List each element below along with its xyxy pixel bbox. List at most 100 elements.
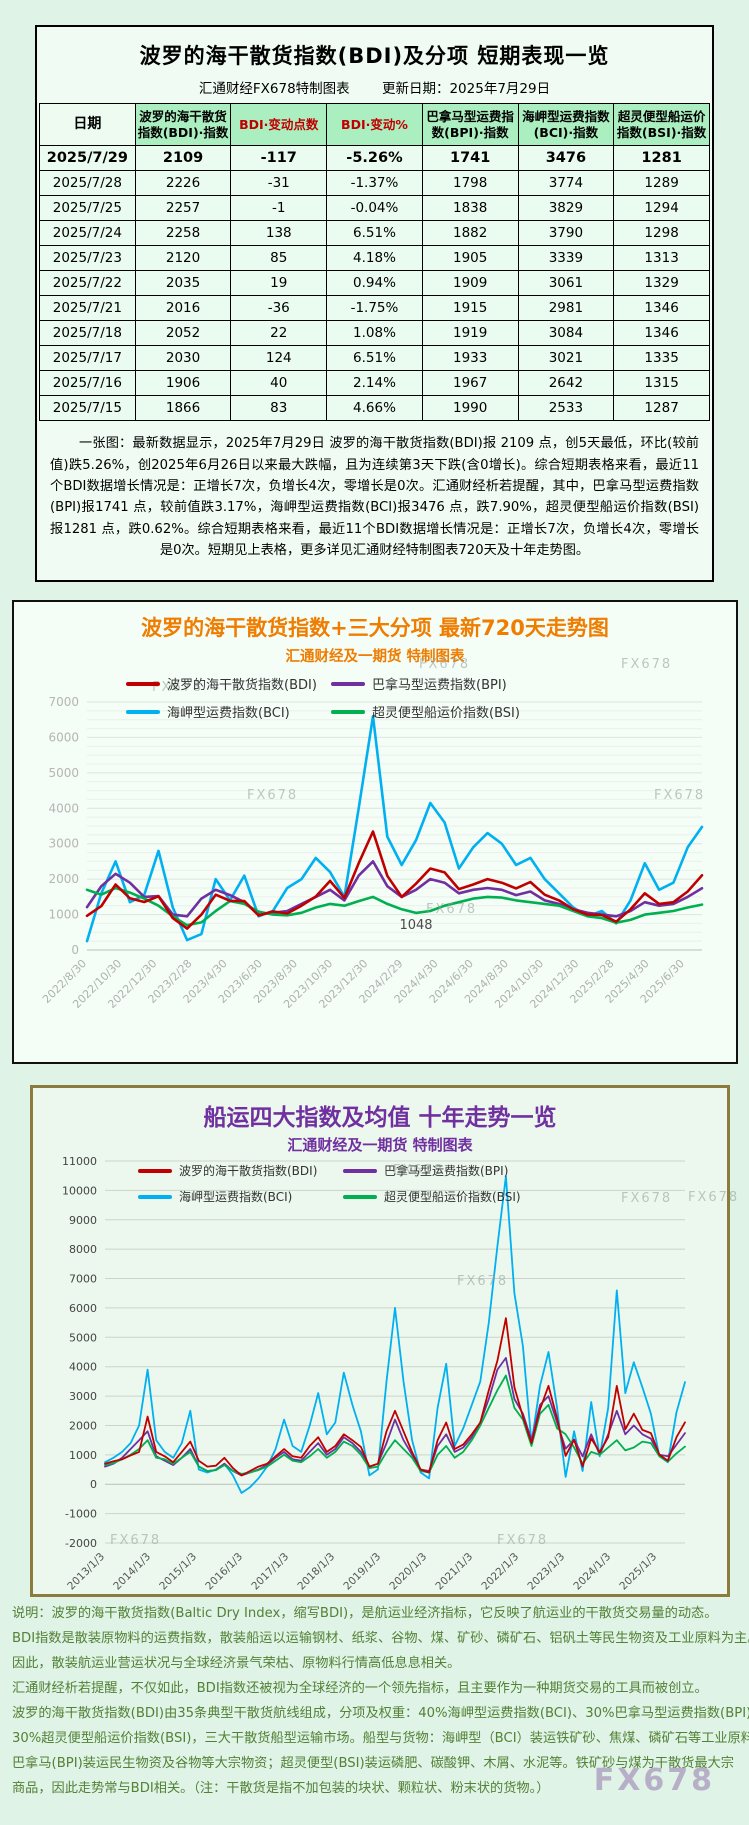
chart-10year-panel: 船运四大指数及均值 十年走势一览 汇通财经及一期货 特制图表 波罗的海干散货指数… (30, 1085, 737, 1597)
table-cell: 3829 (517, 195, 615, 222)
table-cell: 1905 (421, 245, 519, 272)
svg-text:-1000: -1000 (65, 1508, 97, 1521)
fx678-watermark: FX678 (593, 1763, 715, 1798)
svg-text:9000: 9000 (69, 1214, 97, 1227)
svg-text:2025/6/30: 2025/6/30 (638, 957, 687, 1006)
table-cell: 4.66% (326, 395, 423, 422)
table-col-header: 超灵便型船运价指数(BSI)·指数 (613, 102, 710, 147)
svg-text:2024/12/30: 2024/12/30 (527, 957, 581, 1011)
table-cell: 2642 (517, 370, 615, 397)
table-cell: 2025/7/29 (39, 145, 136, 172)
svg-text:2024/1/3: 2024/1/3 (571, 1551, 613, 1593)
table-cell: 3021 (517, 345, 615, 372)
table-row: 2025/7/18 2052 22 1.08% 1919 3084 1346 (39, 320, 710, 347)
table-row: 2025/7/23 2120 85 4.18% 1905 3339 1313 (39, 245, 710, 272)
table-cell: 2025/7/24 (39, 220, 136, 247)
table-cell: 1335 (613, 345, 710, 372)
chart-720day-legend: 波罗的海干散货指数(BDI) 巴拿马型运费指数(BPI) 海岬型运费指数(BCI) 超… (126, 674, 520, 721)
chart-watermark: FX678 (426, 902, 478, 917)
svg-text:-2000: -2000 (65, 1537, 97, 1550)
table-cell: 2025/7/28 (39, 170, 136, 197)
legend-line-swatch (138, 1168, 172, 1173)
svg-text:2022/12/30: 2022/12/30 (105, 957, 159, 1011)
table-cell: 22 (230, 320, 328, 347)
table-col-header: BDI·变动点数 (230, 102, 328, 147)
svg-text:2022/8/30: 2022/8/30 (40, 957, 89, 1006)
legend-label: 波罗的海干散货指数(BDI) (167, 678, 317, 693)
svg-text:0: 0 (90, 1478, 97, 1491)
svg-text:7000: 7000 (69, 1273, 97, 1286)
table-cell: -31 (230, 170, 328, 197)
table-cell: 2025/7/23 (39, 245, 136, 272)
chart-10year-title: 船运四大指数及均值 十年走势一览 (203, 1104, 557, 1131)
footer-line: 巴拿马(BPI)装运民生物资及谷物等大宗物资；超灵便型(BSI)装运磷肥、碳酸钾… (12, 1756, 734, 1771)
table-cell: 2016 (134, 295, 232, 322)
legend-item: 超灵便型船运价指数(BSI) (343, 1188, 521, 1205)
svg-text:2018/1/3: 2018/1/3 (295, 1551, 337, 1593)
table-cell: 2030 (134, 345, 232, 372)
table-cell: 2025/7/16 (39, 370, 136, 397)
footer-line: BDI指数是散装原物料的运费指数，散装船运以运输钢材、纸浆、谷物、煤、矿砂、磷矿… (12, 1631, 749, 1646)
legend-label: 巴拿马型运费指数(BPI) (384, 1164, 509, 1178)
table-cell: 1315 (613, 370, 710, 397)
svg-text:2015/1/3: 2015/1/3 (157, 1551, 199, 1593)
svg-text:2023/1/3: 2023/1/3 (525, 1551, 567, 1593)
svg-text:2022/10/30: 2022/10/30 (70, 957, 124, 1011)
table-cell: 1906 (134, 370, 232, 397)
chart-annotation: 1048 (399, 918, 432, 933)
table-cell: 1741 (421, 145, 519, 172)
legend-label: 波罗的海干散货指数(BDI) (179, 1164, 318, 1178)
table-cell: 2052 (134, 320, 232, 347)
table-cell: 2025/7/22 (39, 270, 136, 297)
svg-text:8000: 8000 (69, 1243, 97, 1256)
table-cell: 2025/7/25 (39, 195, 136, 222)
table-cell: -1 (230, 195, 328, 222)
table-cell: 1287 (613, 395, 710, 422)
chart-10year-subtitle: 汇通财经及一期货 特制图表 (287, 1136, 473, 1154)
table-row: 2025/7/15 1866 83 4.66% 1990 2533 1287 (39, 395, 710, 422)
table-cell: 1882 (421, 220, 519, 247)
legend-item: 海岬型运费指数(BCI) (126, 702, 331, 721)
table-cell: 1.08% (326, 320, 423, 347)
table-row: 2025/7/25 2257 -1 -0.04% 1838 3829 1294 (39, 195, 710, 222)
table-update-date: 更新日期：2025年7月29日 (381, 81, 551, 97)
svg-text:4000: 4000 (48, 801, 79, 815)
table-body: 2025/7/29 2109 -117 -5.26% 1741 3476 1281 2025/… (39, 145, 710, 422)
svg-text:2023/2/28: 2023/2/28 (146, 957, 195, 1006)
legend-line-swatch (126, 681, 160, 686)
svg-text:2025/2/28: 2025/2/28 (567, 957, 616, 1006)
table-cell: 2226 (134, 170, 232, 197)
footer-line: 因此，散装航运业营运状况与全球经济景气荣枯、原物料行情高低息息相关。 (12, 1656, 461, 1671)
svg-text:5000: 5000 (48, 766, 79, 780)
svg-text:2023/8/30: 2023/8/30 (251, 957, 300, 1006)
table-cell: 83 (230, 395, 328, 422)
table-cell: 2120 (134, 245, 232, 272)
table-cell: 1289 (613, 170, 710, 197)
table-cell: -0.04% (326, 195, 423, 222)
svg-text:2023/12/30: 2023/12/30 (316, 957, 370, 1011)
svg-text:2025/4/30: 2025/4/30 (603, 957, 652, 1006)
table-cell: 124 (230, 345, 328, 372)
footer-line: 商品，因此走势常与BDI相关。（注：干散货是指不加包装的块状、颗粒状、粉末状的货… (12, 1781, 550, 1796)
table-col-header: 巴拿马型运费指数(BPI)·指数 (421, 102, 519, 147)
table-cell: 2025/7/17 (39, 345, 136, 372)
svg-text:2024/4/30: 2024/4/30 (392, 957, 441, 1006)
table-cell: 4.18% (326, 245, 423, 272)
chart-watermark: FX678 (621, 1191, 673, 1206)
svg-text:2021/1/3: 2021/1/3 (433, 1551, 475, 1593)
table-cell: 1909 (421, 270, 519, 297)
legend-item: 波罗的海干散货指数(BDI) (126, 674, 331, 693)
table-title: 波罗的海干散货指数(BDI)及分项 短期表现一览 (139, 44, 610, 68)
table-cell: 1313 (613, 245, 710, 272)
table-cell: 1346 (613, 295, 710, 322)
table-cell: 3084 (517, 320, 615, 347)
chart-watermark: FX678 (497, 1533, 549, 1548)
footer-line: 波罗的海干散货指数(BDI)由35条典型干散货航线组成，分项及权重：40%海岬型… (12, 1706, 749, 1721)
table-cell: 2025/7/15 (39, 395, 136, 422)
svg-text:2013/1/3: 2013/1/3 (65, 1551, 107, 1593)
legend-line-swatch (331, 681, 365, 686)
legend-line-swatch (343, 1194, 377, 1199)
table-cell: 19 (230, 270, 328, 297)
legend-item: 海岬型运费指数(BCI) (138, 1188, 343, 1205)
svg-text:2023/10/30: 2023/10/30 (281, 957, 335, 1011)
